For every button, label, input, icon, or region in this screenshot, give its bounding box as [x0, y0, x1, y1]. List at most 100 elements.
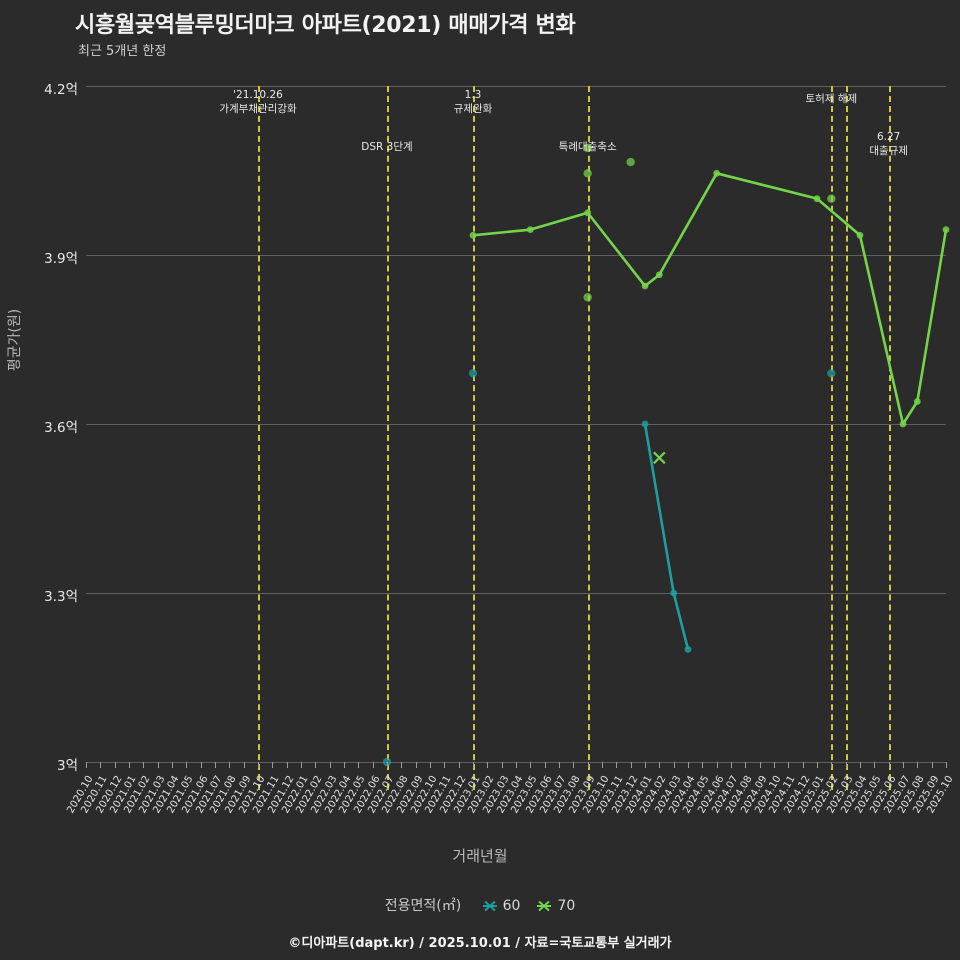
x-axis-tick: [946, 762, 947, 768]
scatter-point: [626, 157, 635, 167]
x-axis-tick: [100, 762, 102, 768]
data-point: [655, 271, 663, 279]
x-axis-tick: [243, 762, 245, 768]
y-axis-title: 평균가(원): [7, 308, 23, 372]
x-axis-tick: [172, 762, 173, 768]
x-axis-tick: [372, 762, 374, 768]
x-axis-tick: [501, 762, 503, 768]
data-point: [913, 398, 921, 405]
event-label: 규제완화: [453, 103, 493, 115]
x-axis-tick: [802, 762, 804, 768]
y-axis-tick-label: 3억: [56, 758, 78, 774]
legend-label: 60: [502, 898, 521, 914]
x-axis-tick: [114, 762, 116, 768]
x-axis-tick: [716, 762, 718, 768]
legend-title: 전용면적(㎡): [384, 898, 462, 914]
legend: 전용면적(㎡) 60 70: [0, 895, 960, 915]
x-axis-tick: [888, 762, 890, 768]
x-axis-tick: [487, 762, 489, 768]
y-axis-tick-label: 3.6억: [44, 420, 78, 436]
x-axis-tick: [258, 762, 259, 768]
x-axis-tick: [444, 762, 446, 768]
series-line: [472, 172, 948, 426]
event-annotation: '21.10.26 가계부채관리강화: [188, 88, 328, 116]
x-axis-tick: [544, 762, 546, 768]
x-axis-tick: [931, 762, 933, 768]
scatter-point-x: [653, 451, 666, 465]
legend-star-icon: [537, 900, 552, 912]
x-axis-tick: [831, 762, 833, 768]
x-axis-tick: [874, 762, 876, 768]
series-layer: [382, 143, 950, 767]
scatter-point: [583, 169, 592, 178]
x-axis-tick: [659, 762, 661, 768]
legend-star-icon: [482, 900, 497, 912]
event-annotation: 6.27 대출규제: [819, 130, 959, 158]
x-axis-tick: [817, 762, 818, 768]
x-axis-tick: [458, 762, 460, 768]
x-axis-tick: [272, 762, 274, 768]
x-axis-tick: [616, 762, 618, 768]
x-axis-tick: [86, 762, 87, 768]
event-annotation: 1.3 규제완화: [403, 88, 543, 116]
scatter-point: [827, 194, 836, 203]
legend-item-70[interactable]: 70: [534, 898, 575, 914]
plot-area: 2020.10 2020.11 2020.12 2021.01 2021.02 2021.…: [65, 86, 956, 815]
event-annotation: DSR 3단계: [317, 140, 457, 154]
data-point: [684, 645, 692, 653]
x-axis-tick: [559, 762, 560, 768]
data-point: [813, 195, 821, 203]
event-label: 특례대출축소: [558, 141, 617, 153]
x-axis-tick: [415, 762, 417, 768]
data-point: [469, 231, 477, 239]
legend-item-60[interactable]: 60: [480, 898, 521, 914]
x-axis-tick: [315, 762, 317, 768]
x-axis-tick: [229, 762, 231, 768]
y-axis-tick-label: 3.9억: [44, 251, 78, 267]
data-point: [942, 226, 950, 234]
x-axis-title: 거래년월: [452, 847, 508, 865]
x-axis-tick: [573, 762, 575, 768]
x-axis-tick: [401, 762, 403, 768]
legend-label: 70: [557, 898, 576, 914]
x-axis-tick: [688, 762, 689, 768]
y-axis-tick-label: 4.2억: [44, 82, 78, 98]
event-date: 1.3: [464, 89, 482, 101]
footer-credit: ©디아파트(dapt.kr) / 2025.10.01 / 자료=국토교통부 실…: [288, 936, 672, 951]
event-dashed-line: [387, 86, 389, 790]
event-label: DSR 3단계: [361, 141, 413, 153]
event-annotation: 특례대출축소: [518, 140, 658, 154]
x-axis-tick: [587, 762, 589, 768]
data-point: [713, 169, 721, 177]
legend-items: 60 70: [466, 898, 575, 914]
x-axis-tick: [673, 762, 675, 768]
x-axis-tick: [903, 762, 904, 768]
scatter-point: [583, 293, 592, 302]
gridline: [86, 424, 946, 425]
data-point: [670, 589, 678, 597]
scatter-point: [468, 369, 478, 378]
x-axis-tick: [788, 762, 790, 768]
x-axis-tick: [301, 762, 302, 768]
x-axis-tick: [286, 762, 288, 768]
event-label: 대출규제: [869, 145, 908, 157]
event-dashed-line: [258, 86, 260, 790]
x-axis-tick: [473, 762, 474, 768]
event-dashed-line: [845, 86, 848, 790]
x-axis-tick: [143, 762, 145, 768]
data-point: [526, 226, 534, 234]
series-70: [469, 143, 950, 465]
x-axis-tick: [344, 762, 345, 768]
x-axis-tick: [731, 762, 732, 768]
event-dashed-line: [888, 86, 891, 790]
scatter-point: [827, 369, 836, 378]
x-axis-tick: [845, 762, 847, 768]
x-axis-tick: [157, 762, 159, 768]
data-point: [641, 420, 649, 428]
data-point: [856, 231, 864, 239]
y-axis-title-wrap: 평균가(원): [4, 309, 66, 371]
x-axis-tick: [329, 762, 331, 768]
x-axis-tick: [759, 762, 761, 768]
x-axis-tick: [602, 762, 603, 768]
x-axis-tick: [186, 762, 188, 768]
